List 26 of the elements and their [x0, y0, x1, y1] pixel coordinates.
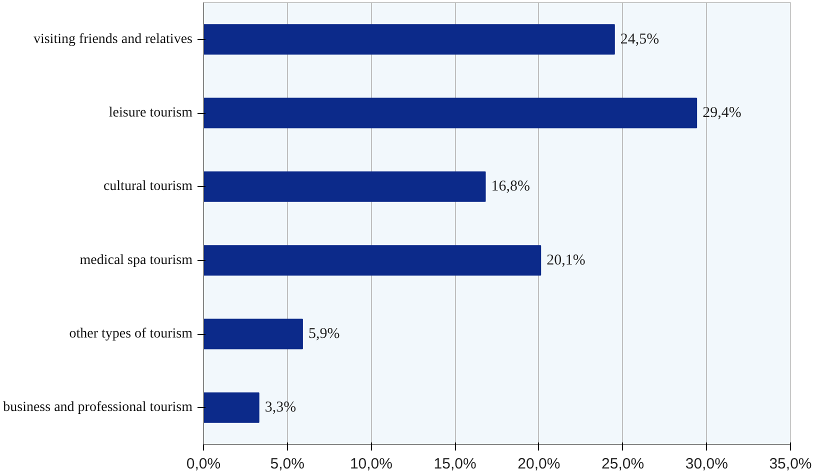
data-label: 24,5%	[620, 31, 660, 48]
x-tick-label: 20,0%	[518, 456, 560, 472]
data-label: 29,4%	[702, 105, 742, 121]
bar	[204, 318, 303, 350]
y-tick-label: other types of tourism	[69, 326, 193, 342]
bar	[204, 98, 698, 128]
bar	[204, 171, 486, 202]
data-label: 5,9%	[308, 326, 340, 342]
y-tick-label: leisure tourism	[108, 106, 193, 120]
y-tick-label: cultural tourism	[103, 179, 193, 194]
y-tick-label: visiting friends and relatives	[33, 32, 193, 47]
x-tick-label: 25,0%	[602, 456, 644, 472]
bar	[204, 245, 542, 276]
x-tick-label: 0,0%	[186, 456, 221, 472]
data-label: 20,1%	[546, 252, 586, 268]
x-tick-label: 30,0%	[685, 456, 728, 472]
x-tick-label: 10,0%	[350, 456, 392, 472]
bar	[204, 24, 615, 55]
y-tick-label: medical spa tourism	[80, 252, 193, 268]
bar	[204, 392, 260, 423]
x-tick-label: 35,0%	[769, 456, 812, 472]
y-tick-label: business and professional tourism	[3, 400, 193, 416]
x-tick-label: 5,0%	[270, 456, 304, 472]
data-label: 3,3%	[264, 400, 296, 416]
x-tick-label: 15,0%	[434, 456, 476, 472]
data-label: 16,8%	[491, 178, 530, 195]
